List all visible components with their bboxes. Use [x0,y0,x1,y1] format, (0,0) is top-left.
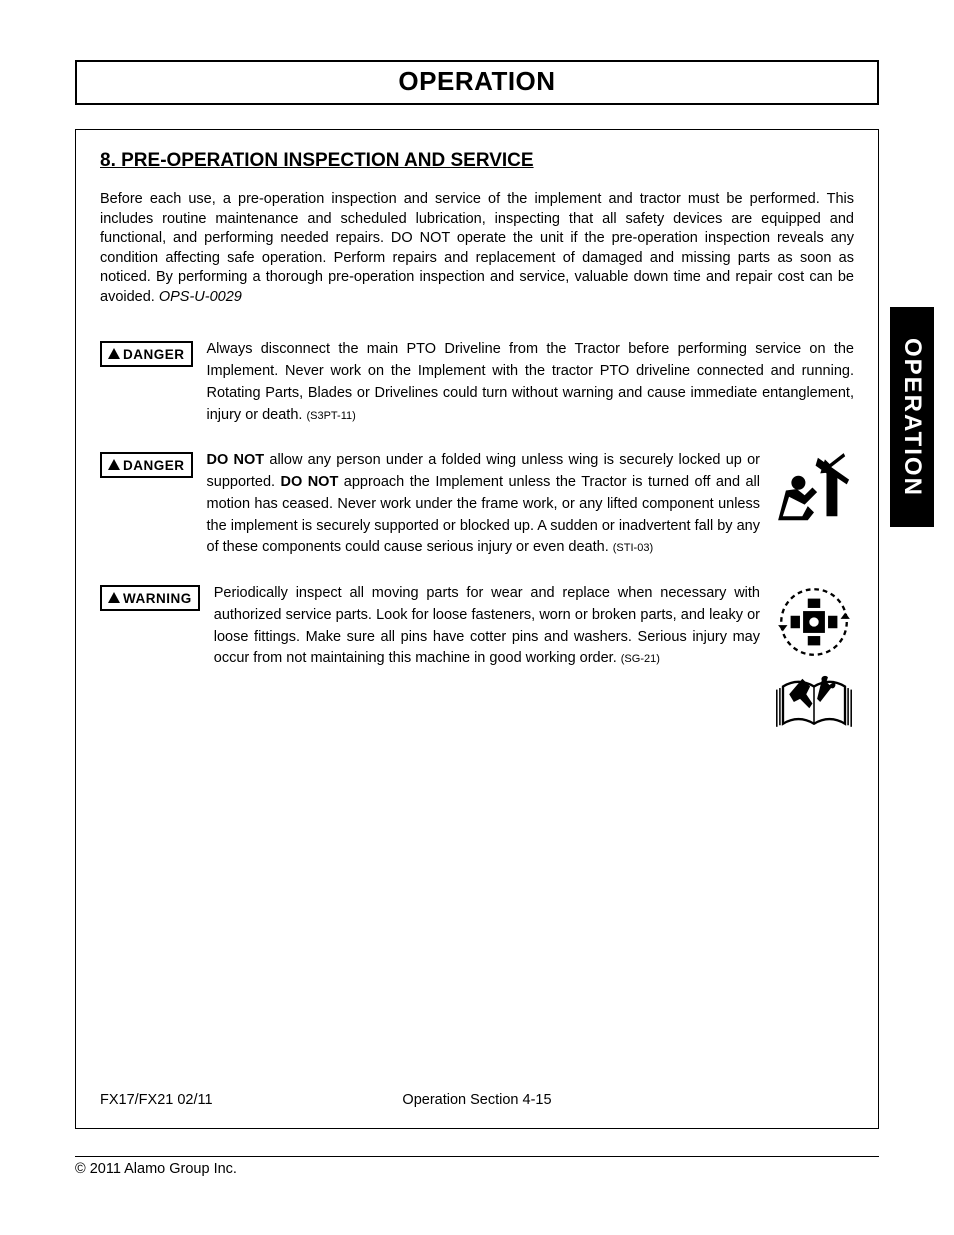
warn-body: Always disconnect the main PTO Driveline… [207,341,854,422]
warn-body: Periodically inspect all moving parts fo… [214,585,760,666]
warning-block-3: WARNING Periodically inspect all moving … [100,583,854,733]
danger-block-1: DANGER Always disconnect the main PTO Dr… [100,339,854,426]
danger-label-text: DANGER [123,347,185,362]
warn-code: (SG-21) [621,653,660,665]
footer-center: Operation Section 4-15 [351,1092,602,1108]
danger-text-1: Always disconnect the main PTO Driveline… [207,339,854,426]
danger-label-text: DANGER [123,458,185,473]
danger-label: DANGER [100,452,193,478]
warning-text-3: Periodically inspect all moving parts fo… [214,583,760,670]
warning-triangle-icon [108,459,120,470]
page-frame: OPERATION 8. PRE-OPERATION INSPECTION AN… [75,60,879,1129]
copyright-line: © 2011 Alamo Group Inc. [75,1156,879,1177]
content-frame: 8. PRE-OPERATION INSPECTION AND SERVICE … [75,129,879,1129]
rotating-parts-icon [775,583,853,661]
warning-triangle-icon [108,592,120,603]
warning-triangle-icon [108,348,120,359]
crush-hazard-icon [774,450,854,528]
side-tab: OPERATION [890,307,934,527]
intro-ref: OPS-U-0029 [159,289,242,305]
section-heading: 8. PRE-OPERATION INSPECTION AND SERVICE [100,150,854,172]
moving-parts-icon-group [774,583,854,733]
inner-footer: FX17/FX21 02/11 Operation Section 4-15 [100,1092,854,1108]
service-manual-icon [775,671,853,733]
page-title: OPERATION [77,66,877,97]
title-box: OPERATION [75,60,879,105]
footer-right [603,1092,854,1108]
warn-code: (S3PT-11) [306,410,355,422]
danger-label: DANGER [100,341,193,367]
danger-text-2: DO NOT allow any person under a folded w… [207,450,760,559]
intro-text: Before each use, a pre-operation inspect… [100,191,854,305]
warning-label: WARNING [100,585,200,611]
side-tab-label: OPERATION [898,338,926,497]
footer-left: FX17/FX21 02/11 [100,1092,351,1108]
danger-block-2: DANGER DO NOT allow any person under a f… [100,450,854,559]
intro-paragraph: Before each use, a pre-operation inspect… [100,190,854,307]
warning-label-text: WARNING [123,591,192,606]
